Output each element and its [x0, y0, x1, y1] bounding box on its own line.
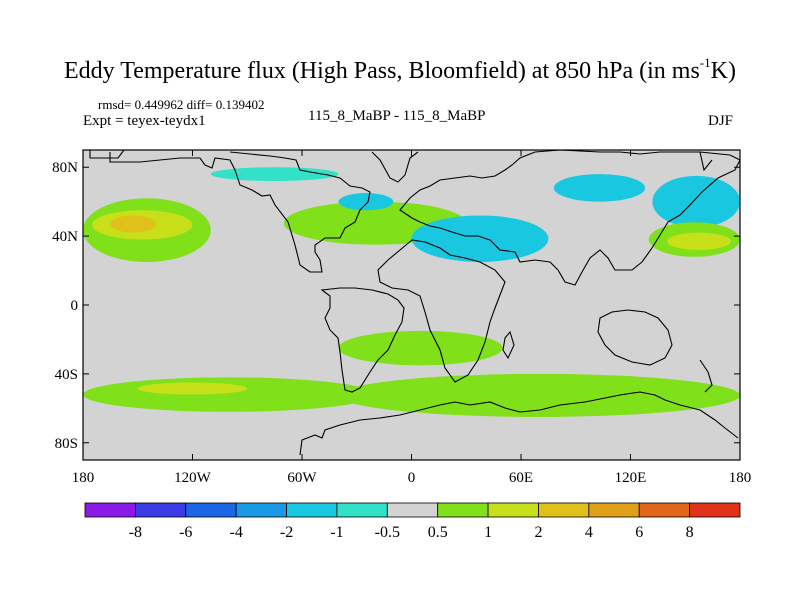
coastline-layer	[89, 149, 741, 456]
colorbar-box	[487, 502, 539, 518]
plot-title-main: Eddy Temperature flux (High Pass, Bloomf…	[64, 58, 700, 84]
coastline-arctic-islands	[89, 149, 713, 172]
coastline-australia	[597, 309, 673, 366]
contour-region-14	[137, 382, 248, 395]
colorbar-label: 8	[686, 524, 694, 541]
coastline-new-zealand	[699, 359, 713, 393]
colorbar-label: -1	[330, 524, 343, 541]
colorbar-label: 6	[635, 524, 643, 541]
x-tick-label: 60W	[287, 470, 317, 486]
season-label: DJF	[708, 113, 734, 129]
y-tick-label: 40N	[52, 229, 78, 245]
colorbar: -8 -6 -4 -2 -1 -0.5 0.5 1 2 4 6 8	[84, 502, 741, 541]
colorbar-box	[286, 502, 338, 518]
coastline-greenland	[371, 151, 419, 183]
x-tick-label: 180	[729, 470, 752, 486]
expt-label: Expt = teyex-teydx1	[83, 113, 206, 129]
y-tick-label: 0	[71, 298, 79, 314]
colorbar-label: 1	[484, 524, 492, 541]
contour-region-11	[83, 377, 375, 412]
colorbar-label: -6	[179, 524, 192, 541]
colorbar-label: 4	[585, 524, 593, 541]
colorbar-box	[689, 502, 741, 518]
colorbar-box	[538, 502, 590, 518]
contour-region-6	[553, 174, 646, 202]
coastline-antarctica	[299, 391, 739, 456]
plot-title-sup: -1	[699, 55, 711, 70]
x-tick-label: 0	[408, 470, 416, 486]
colorbar-box	[638, 502, 691, 518]
colorbar-label: -4	[229, 524, 242, 541]
contour-region-7	[210, 167, 339, 181]
colorbar-box	[235, 502, 287, 518]
y-tick-label: 80S	[55, 436, 78, 452]
coastline-eurasia	[399, 149, 741, 286]
coastline-north-america	[109, 151, 371, 273]
contour-region-13	[338, 330, 503, 366]
colorbar-box	[336, 502, 388, 518]
coastline-south-america	[320, 287, 405, 393]
x-tick-label: 60E	[509, 470, 533, 486]
coastline-madagascar	[502, 330, 515, 360]
colorbar-label: -0.5	[375, 524, 400, 541]
center-label: 115_8_MaBP - 115_8_MaBP	[308, 108, 486, 124]
contour-region-12	[338, 373, 740, 417]
x-tick-label: 120E	[615, 470, 647, 486]
colorbar-box	[437, 502, 489, 518]
contour-fill-layer	[83, 167, 740, 417]
stats-label: rmsd= 0.449962 diff= 0.139402	[98, 97, 265, 112]
colorbar-label: 2	[534, 524, 542, 541]
x-tick-label: 180	[72, 470, 95, 486]
colorbar-label: -2	[280, 524, 293, 541]
contour-region-5	[338, 193, 394, 211]
x-tick-label: 120W	[174, 470, 212, 486]
colorbar-box	[84, 502, 136, 518]
contour-region-2	[110, 215, 156, 233]
colorbar-box	[588, 502, 640, 518]
contour-region-10	[667, 232, 731, 250]
colorbar-label: -8	[129, 524, 142, 541]
y-tick-label: 80N	[52, 160, 78, 176]
map-axes: 180 120W 60W 0 60E 120E 180 80N 40N 0 40S 80S	[52, 150, 751, 486]
contour-region-4	[411, 215, 549, 262]
contour-region-8	[652, 175, 740, 228]
colorbar-box	[185, 502, 237, 518]
colorbar-box	[134, 502, 187, 518]
plot-title: Eddy Temperature flux (High Pass, Bloomf…	[0, 55, 800, 85]
colorbar-box	[386, 502, 439, 518]
plot-title-end: K)	[710, 58, 736, 84]
y-tick-label: 40S	[55, 367, 78, 383]
colorbar-label: 0.5	[428, 524, 448, 541]
coastline-africa	[377, 239, 506, 383]
